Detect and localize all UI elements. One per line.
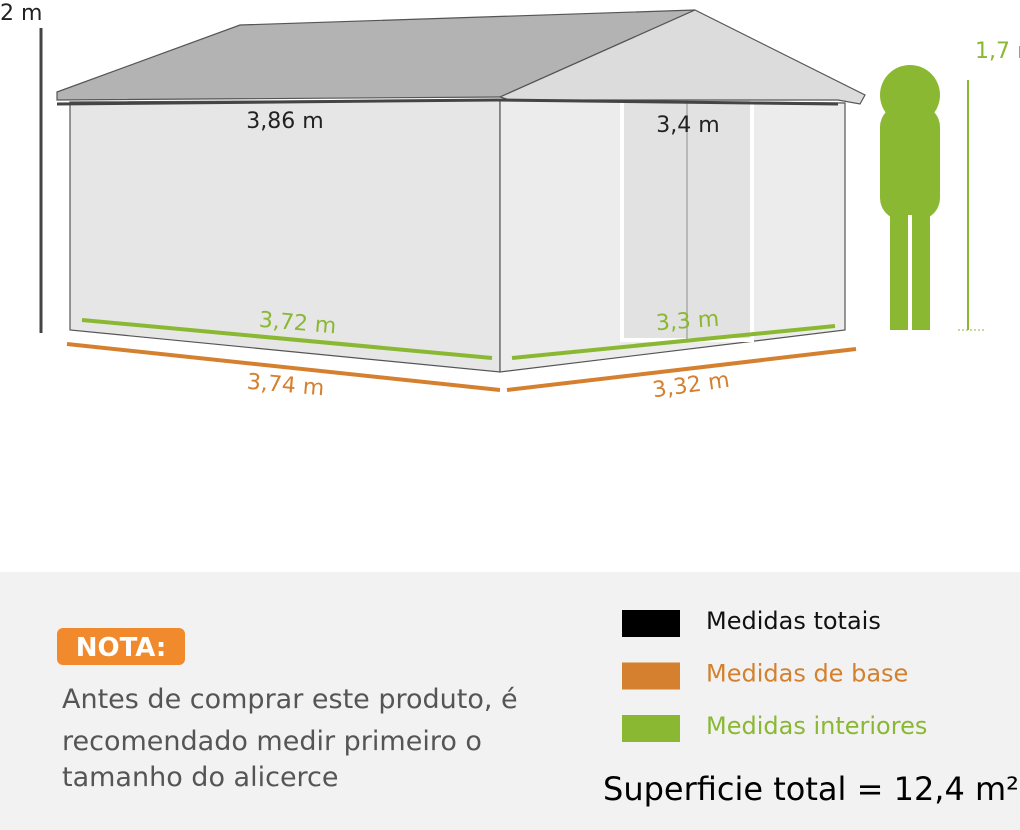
note-badge xyxy=(57,628,185,665)
note-line: Antes de comprar este produto, é xyxy=(62,684,518,715)
surface-total: Superficie total = 12,4 m² xyxy=(603,770,1019,808)
legend-swatch xyxy=(622,715,680,742)
width-line xyxy=(496,98,839,106)
dim-label: 3,86 m xyxy=(246,109,323,134)
legend-label: Medidas de base xyxy=(706,660,908,688)
base-width-line xyxy=(506,347,857,392)
note-line: recomendado medir primeiro o xyxy=(62,726,482,757)
legend-label: Medidas interiores xyxy=(706,712,927,740)
dim-label: 3,3 m xyxy=(655,307,720,336)
note-badge-text: NOTA: xyxy=(76,633,167,663)
legs-gap xyxy=(908,215,912,330)
note-area xyxy=(0,572,1020,830)
interior-width-line xyxy=(511,324,836,360)
length-line xyxy=(56,98,498,106)
dim-label: 3,4 m xyxy=(656,113,719,138)
dim-label: 2 m xyxy=(0,1,42,26)
note-line: tamanho do alicerce xyxy=(62,762,339,793)
legend: Medidas totais Medidas de base Medidas int… xyxy=(622,607,927,742)
interior-length-line xyxy=(81,318,493,360)
base-length-line xyxy=(66,342,501,392)
legend-swatch xyxy=(622,662,680,690)
dim-label: 1,7 m xyxy=(975,39,1020,64)
legend-swatch xyxy=(622,610,680,637)
legend-label: Medidas totais xyxy=(706,607,881,635)
